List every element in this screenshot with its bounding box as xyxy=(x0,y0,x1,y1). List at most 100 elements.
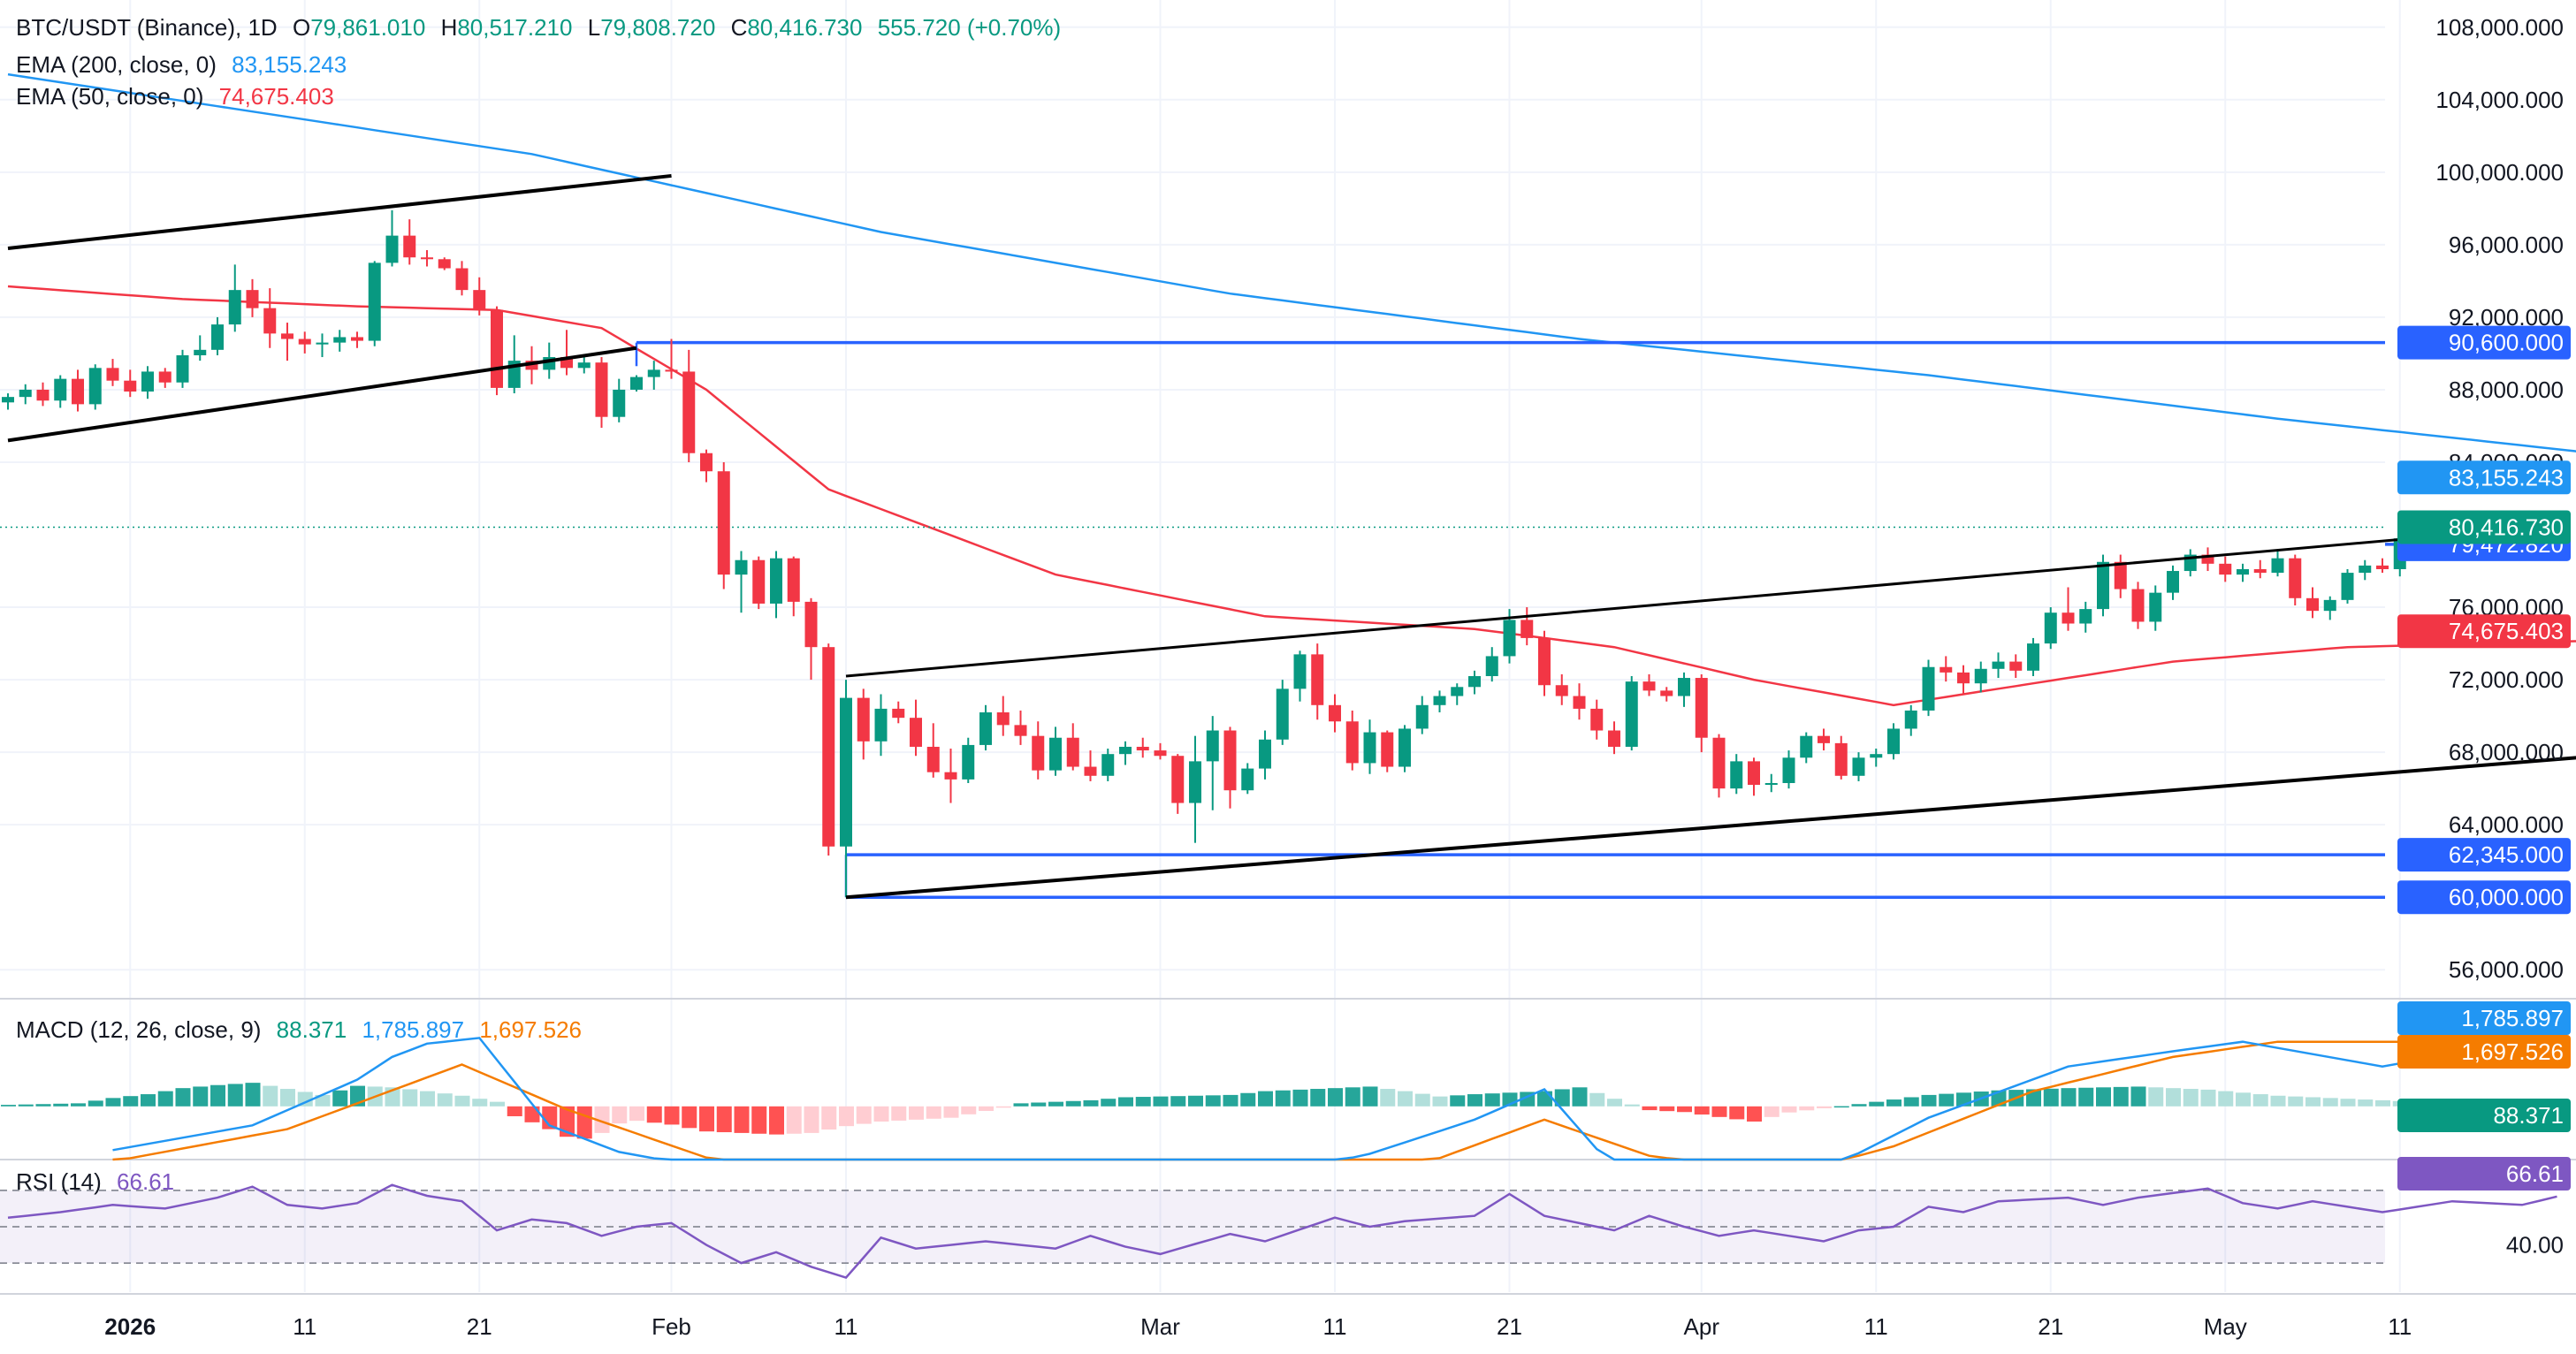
candle-body xyxy=(2097,561,2109,610)
candle-body xyxy=(2219,563,2232,575)
macd-legend[interactable]: MACD (12, 26, close, 9) 88.371 1,785.897… xyxy=(16,1015,591,1045)
macd-histogram-bar xyxy=(1572,1087,1588,1107)
candle-body xyxy=(1520,620,1534,638)
candle-body xyxy=(316,342,329,345)
price-axis[interactable]: 108,000.000 104,000.000 100,000.000 96,000.… xyxy=(2397,14,2571,1259)
macd-histogram-bar xyxy=(2236,1092,2251,1107)
macd-histogram-bar xyxy=(1799,1106,1815,1111)
macd-histogram-bar xyxy=(1153,1096,1169,1107)
symbol-legend: BTC/USDT (Binance), 1D O79,861.010 H80,5… xyxy=(16,12,1070,42)
macd-histogram-bar xyxy=(2252,1094,2268,1107)
price-tick-label: 68,000.000 xyxy=(2449,739,2564,765)
macd-histogram-bar xyxy=(839,1106,854,1127)
trendlines[interactable] xyxy=(7,173,2576,900)
macd-histogram-bar xyxy=(943,1106,959,1118)
candle-body xyxy=(1485,656,1498,676)
macd-histogram-bar xyxy=(297,1092,313,1107)
macd-histogram-bar xyxy=(1,1105,16,1107)
candle-body xyxy=(874,708,888,742)
level-price-tag-bg xyxy=(2397,880,2571,915)
ema50-price-tag: 74,675.403 xyxy=(2449,618,2564,644)
macd-histogram-bar xyxy=(454,1095,470,1107)
macd-histogram-bar xyxy=(1328,1088,1343,1107)
macd-histogram-bar xyxy=(2322,1098,2338,1107)
candle-body xyxy=(438,259,451,269)
candle-body xyxy=(1066,737,1079,767)
time-tick-label: 11 xyxy=(1864,1313,1888,1340)
current-price-tag: 80,416.730 xyxy=(2449,513,2564,540)
macd-histogram-bar xyxy=(157,1091,173,1107)
macd-histogram-bar xyxy=(1869,1101,1885,1107)
macd-pane xyxy=(1,1037,2565,1161)
symbol-title[interactable]: BTC/USDT (Binance), 1D xyxy=(16,14,278,41)
macd-histogram-bar xyxy=(1310,1089,1326,1107)
candles xyxy=(2,209,2424,898)
candle-body xyxy=(2201,554,2214,564)
candle-body xyxy=(2289,558,2302,598)
macd-histogram-bar xyxy=(1414,1093,1430,1107)
candle-body xyxy=(176,354,189,383)
candle-body xyxy=(1259,739,1271,769)
macd-histogram-bar xyxy=(646,1106,662,1123)
candle-body xyxy=(1625,681,1638,747)
macd-histogram-bar xyxy=(1729,1106,1745,1120)
macd-histogram-bar xyxy=(664,1106,680,1125)
time-tick-label: 21 xyxy=(1497,1313,1522,1340)
candle-body xyxy=(2009,661,2023,671)
open-label: O xyxy=(292,14,311,41)
ema50-price-tag-bg xyxy=(2397,614,2571,649)
macd-histogram-bar xyxy=(786,1106,802,1134)
macd-histogram-bar xyxy=(699,1106,714,1132)
macd-histogram-bar xyxy=(629,1106,644,1122)
macd-histogram-bar xyxy=(2061,1088,2077,1107)
candle-body xyxy=(2359,565,2372,574)
candle-body xyxy=(1345,721,1359,764)
candle-body xyxy=(1136,746,1149,751)
trendline[interactable] xyxy=(7,173,672,250)
candle-body xyxy=(194,349,207,355)
time-axis[interactable]: 2026 11 21 Feb 11 Mar 11 21 Apr 11 21 May 11 xyxy=(104,1313,2412,1340)
close-value: 80,416.730 xyxy=(747,14,863,41)
candle-body xyxy=(281,333,293,339)
ema50-value: 74,675.403 xyxy=(218,83,334,110)
ema200-legend[interactable]: EMA (200, close, 0) 83,155.243 xyxy=(16,49,355,80)
macd-histogram-bar xyxy=(2183,1089,2199,1107)
macd-histogram-bar xyxy=(1031,1102,1047,1107)
macd-histogram-bar xyxy=(123,1096,139,1107)
macd-histogram-bar xyxy=(1817,1106,1832,1108)
ema50-legend[interactable]: EMA (50, close, 0) 74,675.403 xyxy=(16,81,343,111)
horizontal-levels[interactable] xyxy=(0,340,2452,899)
macd-histogram-bar xyxy=(1607,1099,1622,1107)
time-tick-label: 11 xyxy=(1323,1313,1347,1340)
candle-body xyxy=(421,257,433,260)
rsi-value-tag: 66.61 xyxy=(2506,1160,2564,1187)
macd-value-tag-bg xyxy=(2397,1099,2571,1132)
macd-histogram-bar xyxy=(1205,1095,1221,1107)
macd-value-tag-bg xyxy=(2397,1001,2571,1035)
macd-histogram-bar xyxy=(280,1089,295,1107)
level-price-tag: 60,000.000 xyxy=(2449,884,2564,910)
candle-body xyxy=(1712,737,1726,789)
trendline[interactable] xyxy=(845,726,2576,900)
ema50-line xyxy=(7,285,2576,707)
candle-body xyxy=(368,262,381,341)
candle-body xyxy=(54,378,67,401)
candle-body xyxy=(2323,599,2336,612)
candle-body xyxy=(1415,704,1429,729)
macd-histogram-bar xyxy=(2130,1086,2146,1107)
macd-histogram-bar xyxy=(926,1106,941,1119)
macd-histogram-bar xyxy=(1345,1087,1360,1107)
candle-body xyxy=(2,397,14,403)
open-value: 79,861.010 xyxy=(310,14,426,41)
candle-body xyxy=(1293,654,1307,689)
rsi-legend[interactable]: RSI (14) 66.61 xyxy=(16,1167,183,1197)
candle-body xyxy=(1678,678,1690,696)
candle-body xyxy=(141,371,154,392)
macd-value-tag: 1,785.897 xyxy=(2461,1005,2564,1031)
trendline[interactable] xyxy=(845,524,2557,678)
rsi-value-tag-bg xyxy=(2397,1157,2571,1190)
macd-histogram-bar xyxy=(175,1088,191,1107)
trendline[interactable] xyxy=(7,346,637,443)
macd-histogram-bar xyxy=(472,1099,488,1107)
